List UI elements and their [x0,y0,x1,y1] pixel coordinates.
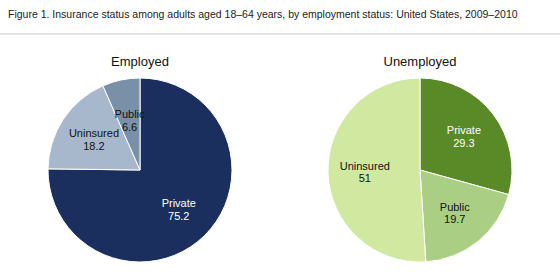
data-label-category: Private [447,124,481,136]
data-label-category: Private [162,197,196,209]
data-label-value: 51 [359,172,371,184]
data-label-category: Public [440,201,470,213]
pie: EmployedPrivate75.2Uninsured18.2Public6.… [48,54,232,262]
data-label-value: 75.2 [168,210,189,222]
data-label: Uninsured18.2 [69,127,119,152]
title: Figure 1. Insurance status among adults … [8,8,518,20]
data-label-value: 19.7 [444,213,465,225]
data-label-value: 29.3 [453,137,474,149]
pie: Unemployed Private29.3 Public19.7 Uninsured… [328,54,512,262]
pie-title: Employed [111,54,169,69]
slice [103,78,140,170]
data-label: Public6.6 [115,108,145,133]
chart: Figure 1. Insurance status among adults … [0,0,560,277]
data-label-category: Uninsured [340,160,390,172]
data-label-category: Public [115,108,145,120]
slice [420,170,509,262]
data-label: Private75.2 [162,197,196,222]
data-label: Private29.3 [447,124,481,149]
data-label-category: Uninsured [69,127,119,139]
data-label: Public19.7 [440,201,470,226]
pie-title: Unemployed [384,54,457,69]
separator [0,34,560,35]
slice [48,78,232,262]
data-label-value: 6.6 [122,121,137,133]
data-label-value: 18.2 [83,140,104,152]
slice [328,78,426,262]
data-label: Uninsured51 [340,160,390,185]
